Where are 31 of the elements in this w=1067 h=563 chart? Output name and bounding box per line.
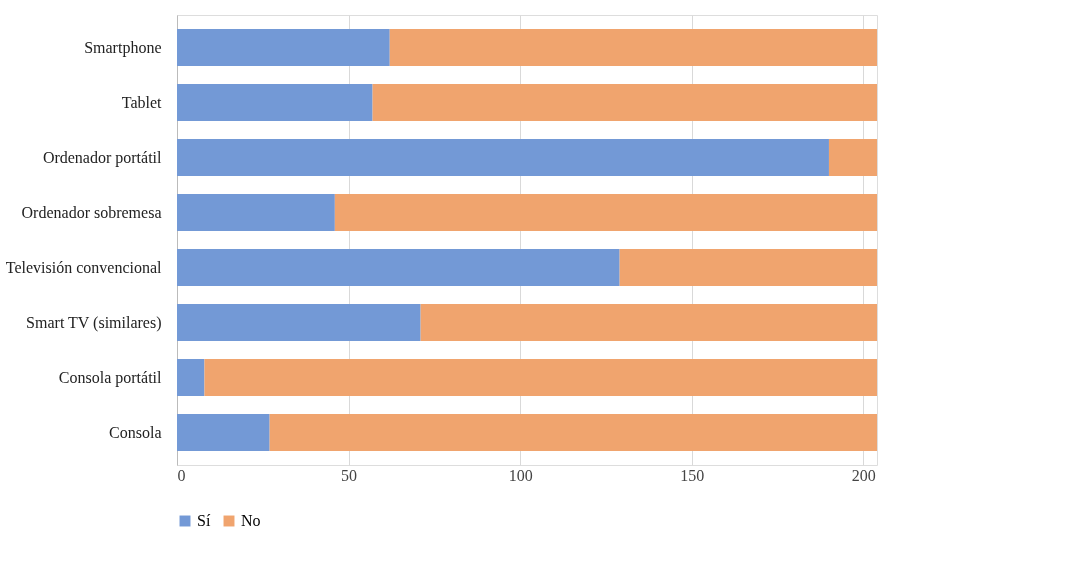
y-tick-label: Ordenador portátil [42,149,163,167]
legend-label: Sí [197,512,211,529]
y-tick-label: Ordenador sobremesa [21,204,162,221]
bar [177,194,335,231]
legend-label: No [241,512,261,529]
x-tick-label: 150 [680,466,705,484]
y-tick-label: Smart TV (similares) [26,314,162,332]
y-tick-label: Smartphone [84,39,162,57]
bar [177,249,620,286]
y-tick-label: Consola [109,424,162,441]
bar [420,304,877,341]
bar [177,414,270,451]
x-tick-label: 0 [177,466,186,484]
y-tick-label: Consola portátil [58,369,163,387]
bar [177,139,829,176]
bar [177,304,421,341]
bar [389,29,877,66]
x-tick-label: 50 [341,466,358,484]
x-tick-label: 100 [508,466,533,484]
bar [204,359,877,396]
bar [177,359,205,396]
y-tick-label: Televisión convencional [5,259,163,276]
bar [372,84,877,121]
y-tick-label: Tablet [121,94,163,111]
x-tick-label: 200 [851,466,876,484]
bar [828,139,877,176]
bar [177,29,390,66]
bar [269,414,877,451]
bar [619,249,877,286]
bar [334,194,877,231]
bar [177,84,373,121]
